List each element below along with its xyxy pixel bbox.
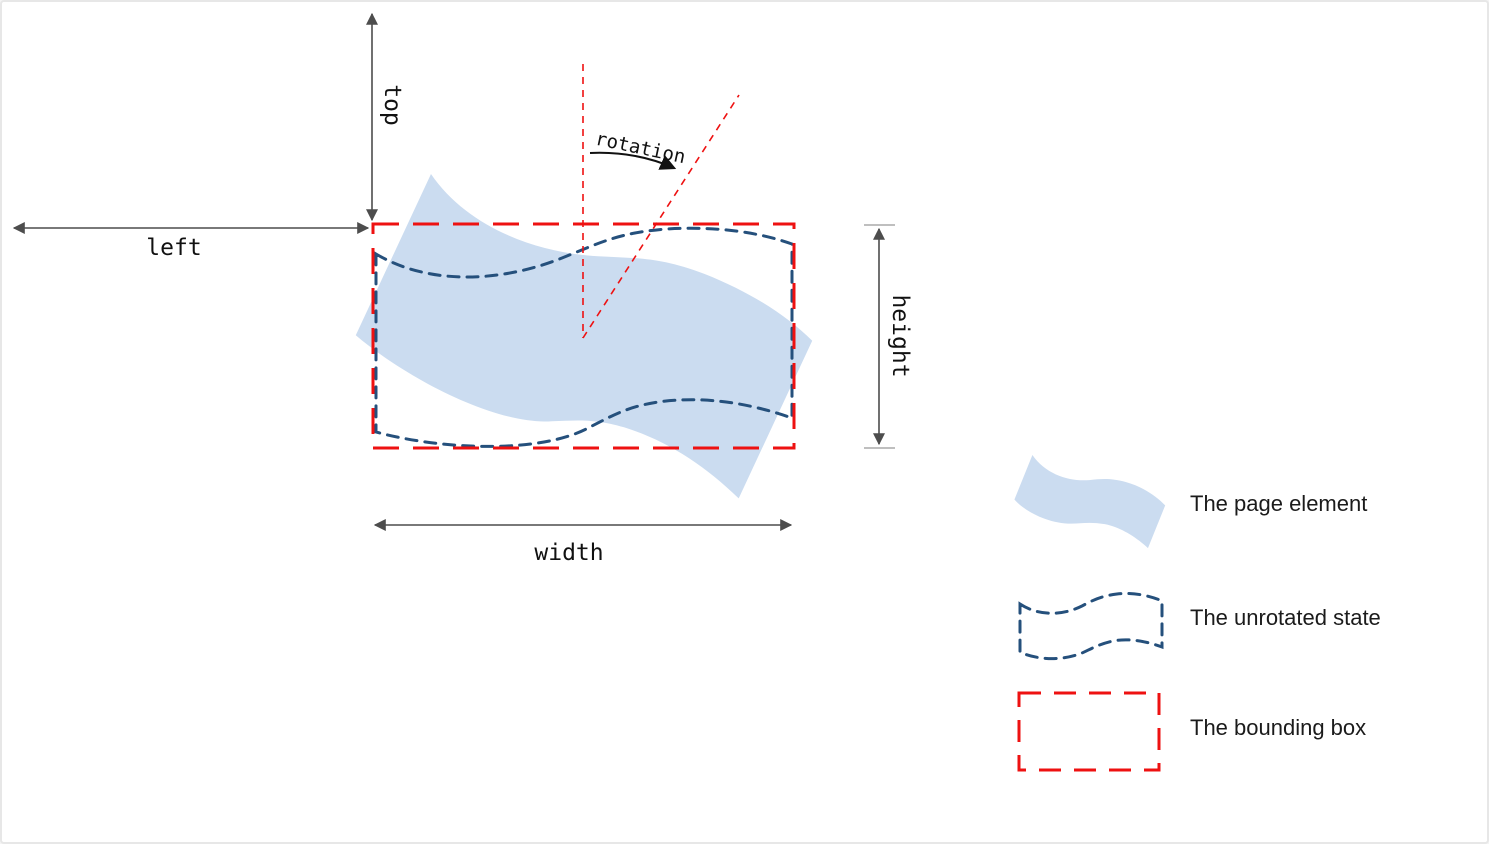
legend-item-bounding-box: The bounding box <box>1017 691 1366 772</box>
rotation-direction-line <box>582 94 740 339</box>
legend-label-unrotated-state: The unrotated state <box>1190 605 1381 630</box>
height-label: height <box>887 294 913 377</box>
bounding-box-swatch <box>1017 691 1161 772</box>
left-label: left <box>146 235 201 261</box>
top-label: top <box>379 84 405 126</box>
rotation-label: rotation <box>593 128 687 169</box>
legend-label-page-element: The page element <box>1190 491 1367 516</box>
legend: The page element The unrotated state The… <box>1011 445 1381 772</box>
width-label: width <box>534 540 603 566</box>
legend-label-bounding-box: The bounding box <box>1190 715 1366 740</box>
rotation-arc-arrow <box>589 151 677 170</box>
legend-item-page-element: The page element <box>1011 445 1367 559</box>
unrotated-state-swatch <box>1018 591 1164 661</box>
legend-item-unrotated-state: The unrotated state <box>1018 591 1381 661</box>
page-element-swatch <box>1011 445 1169 559</box>
